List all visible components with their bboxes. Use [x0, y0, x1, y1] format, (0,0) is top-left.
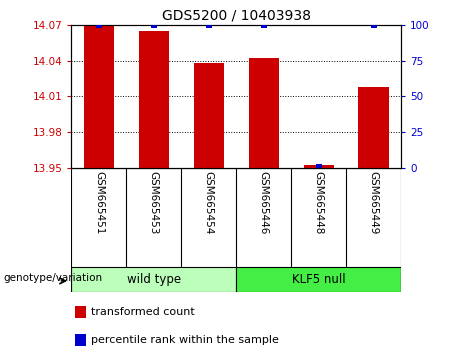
Point: [315, 164, 322, 170]
Text: GSM665446: GSM665446: [259, 171, 269, 234]
Bar: [139, 31, 169, 168]
Bar: [303, 165, 334, 168]
Bar: [236, 267, 401, 292]
Text: GSM665449: GSM665449: [369, 171, 378, 234]
Point: [205, 22, 213, 28]
Bar: [194, 63, 224, 168]
Point: [260, 22, 267, 28]
Title: GDS5200 / 10403938: GDS5200 / 10403938: [162, 8, 311, 22]
Point: [150, 22, 158, 28]
Bar: [71, 267, 236, 292]
Bar: [75, 306, 86, 318]
Bar: [248, 58, 279, 168]
Text: GSM665454: GSM665454: [204, 171, 214, 234]
Bar: [75, 333, 86, 346]
Text: genotype/variation: genotype/variation: [4, 273, 103, 284]
Text: KLF5 null: KLF5 null: [292, 273, 345, 286]
Text: GSM665448: GSM665448: [313, 171, 324, 234]
Point: [370, 22, 377, 28]
Text: GSM665453: GSM665453: [149, 171, 159, 234]
Bar: [84, 25, 114, 168]
Text: percentile rank within the sample: percentile rank within the sample: [91, 335, 279, 344]
Point: [95, 22, 103, 28]
Bar: [359, 87, 389, 168]
Text: transformed count: transformed count: [91, 307, 195, 317]
Text: GSM665451: GSM665451: [94, 171, 104, 234]
Text: wild type: wild type: [127, 273, 181, 286]
